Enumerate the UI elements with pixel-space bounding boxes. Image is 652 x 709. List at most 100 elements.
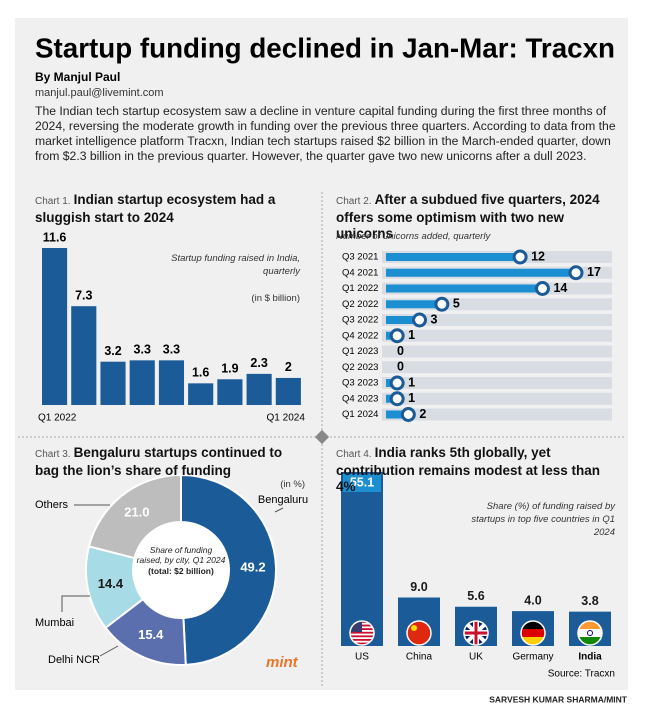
flag-ring [577,620,603,646]
flag [350,631,374,634]
x-tick-label: India [578,652,602,663]
row-background [382,392,612,405]
bar [512,611,554,622]
value-label: 0 [397,344,404,358]
bar [455,606,497,622]
value-label: 3.3 [163,343,180,357]
flag [350,621,362,632]
bar-end [412,312,428,328]
x-tick-label: Q1 2022 [38,413,77,424]
row-background [382,377,612,389]
bar [246,373,272,405]
credit: SARVESH KUMAR SHARMA/MINT [489,694,628,704]
y-tick-label: Q3 2023 [342,378,378,389]
row-background [382,345,612,358]
bar-end [512,249,528,265]
chart-title: Indian startup ecosystem had a sluggish … [35,192,276,225]
x-tick-label: Germany [512,652,553,663]
value-label: 1 [408,328,415,342]
bar-end [534,281,550,296]
row-background [382,361,612,374]
title: Startup funding declined in Jan-Mar: Tra… [35,32,615,63]
chart-label: Chart 2. [336,196,372,207]
byline: By Manjul Paul [35,70,120,84]
bar [42,248,68,405]
x-tick-label: UK [469,652,483,663]
flag [578,621,602,629]
value-label: 1.9 [221,362,238,376]
y-tick-label: Q4 2021 [342,267,378,278]
body-text: The Indian tech startup ecosystem saw a … [35,104,616,163]
flag-ring [349,620,375,646]
flag-ring [406,620,432,646]
value-label: 21.0 [124,505,149,520]
bar [188,383,214,405]
source: Source: Tracxn [548,669,615,680]
bar-end [434,296,450,312]
flag [350,642,374,645]
flag [587,630,593,636]
donut-center [133,522,229,618]
flag-ring [463,620,489,646]
category-label: Delhi NCR [48,654,100,666]
bar-end [389,328,405,344]
bar [275,377,301,405]
chart-heading: Chart 1. Indian startup ecosystem had a s… [35,192,305,226]
center-note-text: Share of funding raised, by city, Q1 202… [136,545,226,565]
flag [521,621,545,629]
category-label: Mumbai [35,617,74,629]
value-label: 3.3 [134,343,151,357]
chart-heading: Chart 4. India ranks 5th globally, yet co… [336,445,621,495]
category-label: Bengaluru [258,494,308,506]
flag [578,637,602,645]
value-label: 15.4 [138,627,164,642]
chart-unit: (in %) [280,479,305,490]
leader-line [99,645,119,657]
row-background [382,329,612,342]
y-tick-label: Q2 2022 [342,299,378,310]
flag [464,621,488,645]
bar [71,306,97,405]
chart-unit: (in $ billion) [251,293,300,304]
center-total: (total: $2 billion) [148,566,214,576]
value-label: 4.0 [524,593,541,607]
leader-line [61,595,90,612]
bar [129,360,155,405]
value-label: 55.1 [350,475,374,489]
chart-title: Bengaluru startups continued to bag the … [35,445,283,478]
chart-1: 11.6 Q1 2022 7.3 3.2 3.3 3.3 1.6 1.9 2.3 2 Q1 2024 [38,230,305,423]
value-label: 0 [397,360,404,374]
logo: mint [266,654,299,671]
bar [100,361,126,405]
bar-end [389,391,405,407]
flag [521,629,545,637]
bar [398,597,440,622]
chart-heading: Chart 2. After a subdued five quarters, 2… [336,192,621,242]
value-label: 2 [419,407,426,421]
y-tick-label: Q1 2022 [342,283,378,294]
flag [411,625,417,631]
value-label: 3.8 [581,594,598,608]
category-label: Others [35,499,69,511]
value-label: 9.0 [410,580,427,594]
bar [569,611,611,622]
bar-end [568,265,584,281]
bar [386,284,543,293]
flag [350,639,374,641]
email: manjul.paul@livemint.com [35,87,164,99]
value-label: 14 [553,281,567,295]
value-label: 17 [587,265,601,279]
flag [578,629,602,637]
chart-note: Startup funding raised in India, quarter… [171,253,300,277]
chart-title: India ranks 5th globally, yet contributi… [336,445,601,494]
bar [341,472,383,622]
value-label: 5.6 [467,589,484,603]
chart-label: Chart 4. [336,449,372,460]
bar-end [400,407,416,422]
leader-line [274,507,284,513]
chart-title: After a subdued five quarters, 2024 offe… [336,192,600,241]
chart-note: Share (%) of funding raised by startups … [471,501,615,538]
value-label: 3.2 [104,344,121,358]
